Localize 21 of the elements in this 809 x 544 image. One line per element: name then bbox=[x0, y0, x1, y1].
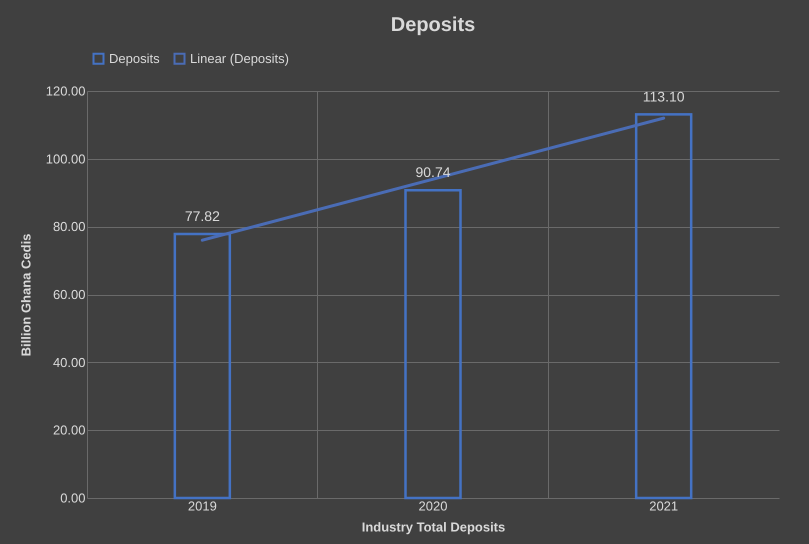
data-label: 77.82 bbox=[184, 208, 220, 224]
y-tick-label: 20.00 bbox=[52, 422, 86, 438]
y-tick-label: 120.00 bbox=[46, 84, 86, 98]
y-tick-label: 0.00 bbox=[60, 490, 86, 506]
y-tick-label: 60.00 bbox=[52, 287, 86, 302]
y-axis-title: Billion Ghana Cedis bbox=[18, 234, 34, 356]
x-tick-label: 2019 bbox=[188, 498, 217, 514]
legend-label: Linear (Deposits) bbox=[190, 50, 289, 66]
legend-label: Deposits bbox=[109, 50, 160, 66]
bar bbox=[634, 113, 692, 500]
data-label: 90.74 bbox=[415, 164, 451, 180]
y-tick-label: 80.00 bbox=[52, 219, 86, 234]
data-label: 113.10 bbox=[642, 88, 685, 104]
x-tick-label: 2021 bbox=[649, 498, 678, 514]
x-tick-label: 2020 bbox=[418, 498, 448, 514]
y-tick-label: 40.00 bbox=[52, 354, 86, 370]
bar bbox=[404, 188, 462, 500]
chart-title: Deposits bbox=[390, 14, 476, 36]
y-tick-label: 100.00 bbox=[46, 151, 86, 166]
x-axis-title: Industry Total Deposits bbox=[362, 520, 506, 534]
bar bbox=[174, 232, 232, 500]
